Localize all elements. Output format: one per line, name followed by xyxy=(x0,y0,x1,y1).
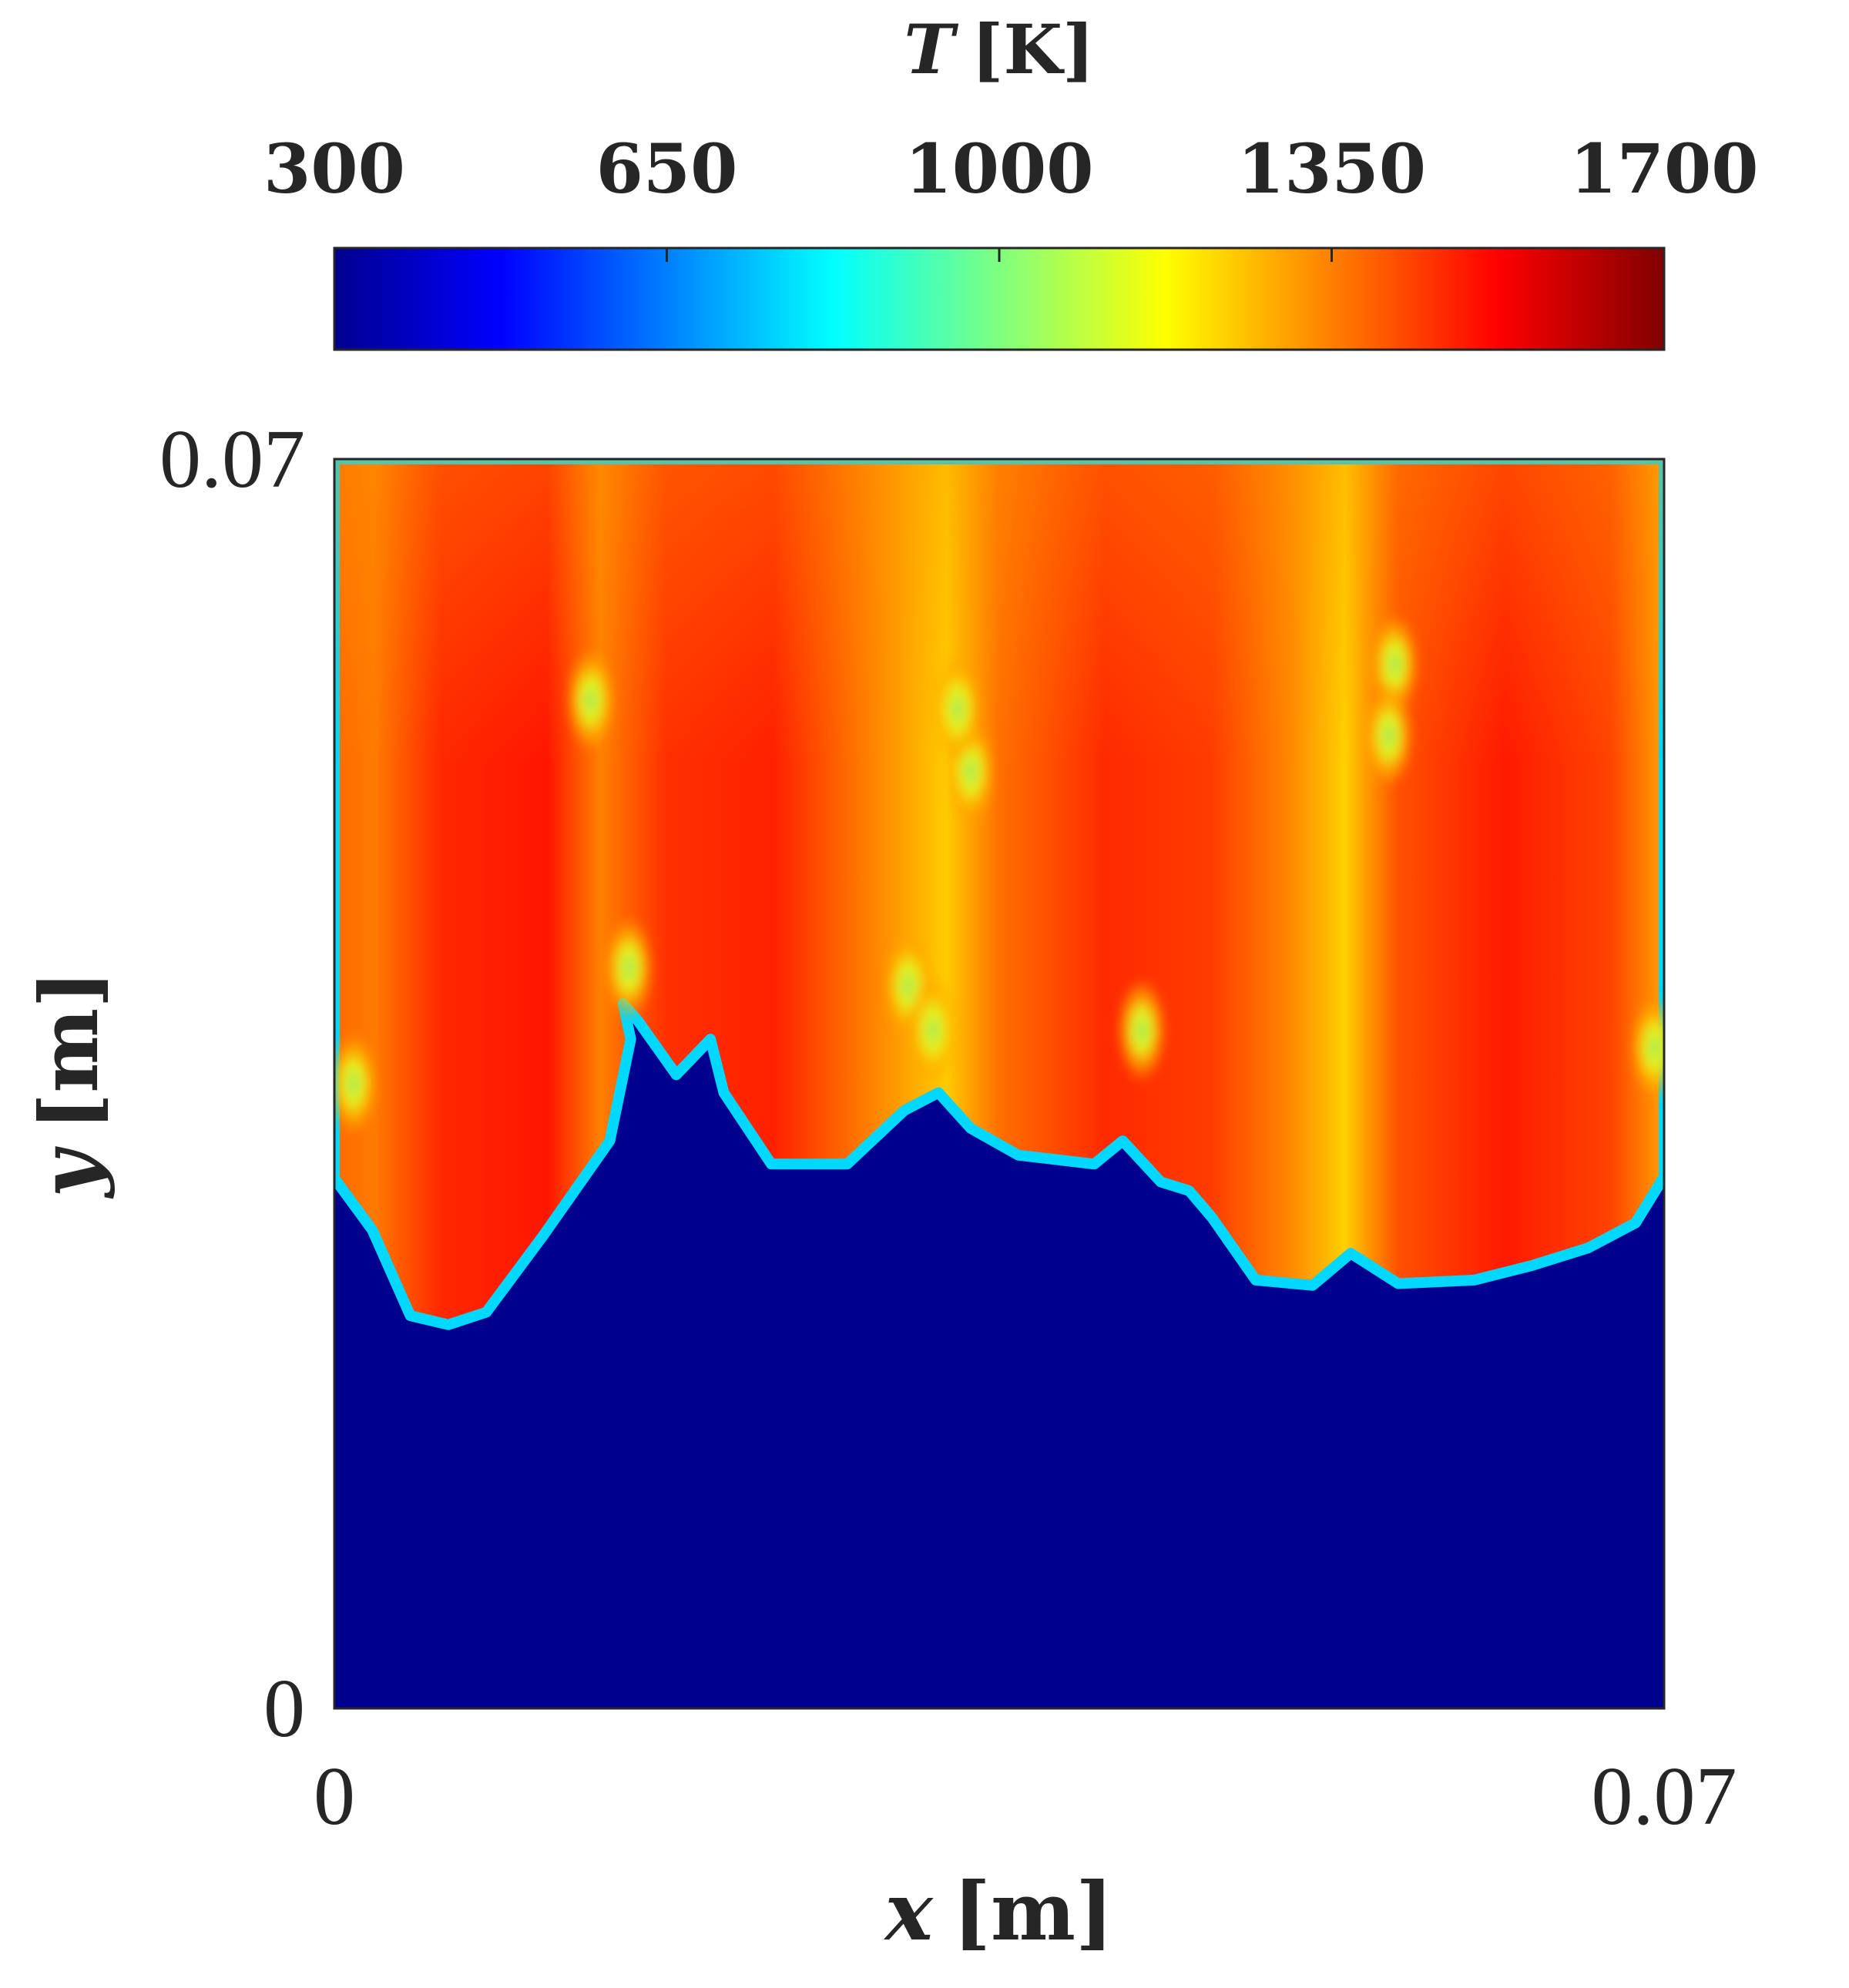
x-axis-tick-labels: 0 0.07 xyxy=(314,1751,1737,1842)
colorbar-tick-labels: 300 650 1000 1350 1700 xyxy=(263,129,1758,209)
colorbar-title-variable: T xyxy=(904,9,958,89)
cool-pocket xyxy=(931,655,984,763)
colorbar-tick-label: 1700 xyxy=(1570,129,1759,209)
cool-pocket xyxy=(334,1030,380,1138)
y-tick-label: 0.07 xyxy=(159,414,305,505)
colorbar-tick-label: 650 xyxy=(596,129,738,209)
cool-pocket xyxy=(564,645,617,754)
colorbar: T [K] 300 650 1000 1350 1700 xyxy=(263,9,1758,351)
y-axis-label-unit: [m] xyxy=(22,971,116,1131)
temperature-field-plot xyxy=(334,459,1664,1708)
cool-pocket xyxy=(602,914,656,1022)
colorbar-title-unit: [K] xyxy=(971,9,1095,89)
burnt-region xyxy=(334,459,1664,1330)
colorbar-tick-label: 1350 xyxy=(1237,129,1426,209)
colorbar-gradient xyxy=(333,246,1666,351)
x-axis-label: x [m] xyxy=(884,1864,1113,1959)
y-axis-label-variable: y xyxy=(22,1145,116,1198)
colorbar-tick-label: 1000 xyxy=(905,129,1094,209)
colorbar-title: T [K] xyxy=(904,9,1094,89)
plot-frame xyxy=(333,458,1666,1710)
x-tick-label: 0.07 xyxy=(1592,1751,1737,1842)
x-axis-label-unit: [m] xyxy=(953,1864,1113,1959)
cool-pocket xyxy=(1115,976,1168,1085)
cool-pockets xyxy=(334,610,1664,1138)
y-axis-tick-labels: 00.07 xyxy=(159,414,305,1755)
x-axis-label-variable: x xyxy=(884,1864,934,1959)
burnt-region-top-fade xyxy=(334,459,1664,1325)
cool-pocket xyxy=(906,976,959,1085)
y-tick-label: 0 xyxy=(263,1663,305,1755)
colorbar-tick-label: 300 xyxy=(263,129,405,209)
cool-pocket xyxy=(1628,994,1664,1102)
colorbar-tick-marks xyxy=(666,248,1333,262)
y-axis-label: y [m] xyxy=(22,971,116,1199)
x-tick-label: 0 xyxy=(314,1751,355,1842)
cool-pocket xyxy=(1362,682,1415,790)
